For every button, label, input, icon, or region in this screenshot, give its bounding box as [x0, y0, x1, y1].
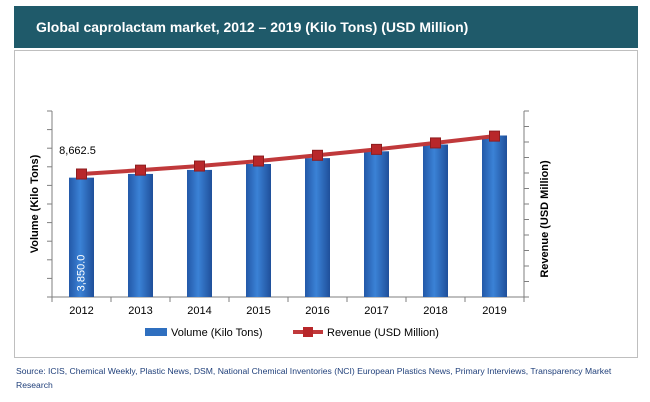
bar-2016 [305, 158, 330, 297]
revenue-point-2013 [135, 164, 146, 176]
header-bar: Global caprolactam market, 2012 – 2019 (… [14, 6, 638, 48]
source-note: Source: ICIS, Chemical Weekly, Plastic N… [16, 366, 612, 390]
x-tick-label: 2012 [69, 305, 93, 317]
revenue-point-2017 [371, 143, 382, 155]
chart-svg: 2012 2013 2014 2015 2016 2017 2018 2019 3,850.0 8… [29, 110, 551, 339]
x-tick-label: 2016 [305, 305, 329, 317]
x-tick-label: 2017 [364, 305, 388, 317]
bar-2017 [364, 151, 389, 297]
legend-marker-revenue [303, 327, 313, 337]
revenue-point-2019 [489, 130, 500, 142]
legend-label-revenue: Revenue (USD Million) [327, 327, 439, 339]
x-tick-label: 2015 [246, 305, 270, 317]
bar-2019 [482, 135, 507, 297]
revenue-point-2014 [194, 160, 205, 172]
y-axis-title-left: Volume (Kilo Tons) [29, 154, 41, 253]
x-tick-label: 2013 [128, 305, 152, 317]
bar-2014 [187, 169, 212, 297]
bar-2013 [128, 173, 153, 297]
chart-title: Global caprolactam market, 2012 – 2019 (… [36, 19, 469, 35]
chart-area: 2012 2013 2014 2015 2016 2017 2018 2019 3,850.0 8… [14, 50, 638, 358]
x-tick-label: 2019 [482, 305, 506, 317]
x-tick-label: 2018 [423, 305, 447, 317]
legend-swatch-volume [145, 328, 167, 336]
revenue-line [81, 134, 495, 176]
bar-2015 [246, 164, 271, 297]
bar-2018 [423, 144, 448, 297]
revenue-point-2018 [430, 137, 441, 149]
revenue-point-2012 [76, 168, 87, 180]
legend-label-volume: Volume (Kilo Tons) [171, 327, 263, 339]
data-label-volume-2012: 3,850.0 [76, 255, 88, 292]
x-tick-label: 2014 [187, 305, 211, 317]
bar-2012 [69, 177, 94, 297]
data-label-revenue-2012: 8,662.5 [59, 145, 96, 157]
revenue-point-2016 [312, 149, 323, 161]
y-axis-title-right: Revenue (USD Million) [539, 160, 551, 278]
revenue-point-2015 [253, 155, 264, 167]
